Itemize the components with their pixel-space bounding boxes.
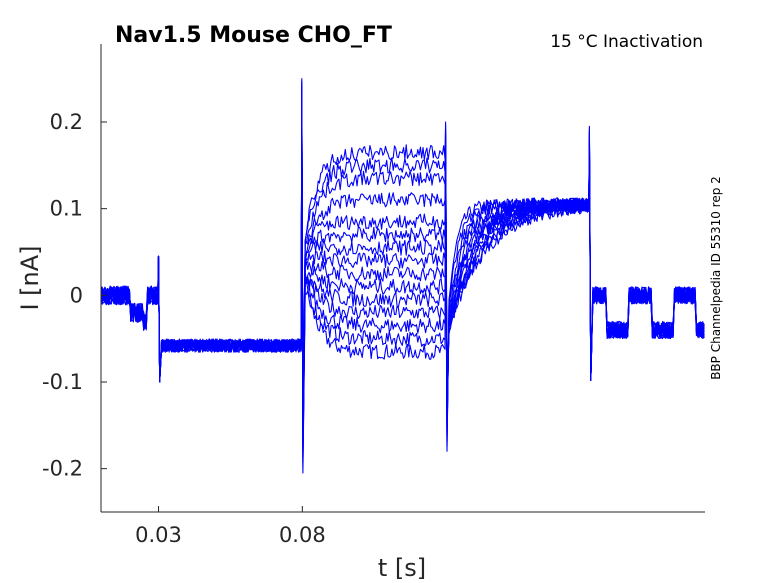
current-trace — [100, 89, 705, 428]
x-tick-label: 0.08 — [279, 523, 326, 547]
y-tick-label: 0.2 — [50, 110, 83, 134]
x-axis-label: t [s] — [378, 554, 426, 582]
y-tick-label: 0 — [70, 283, 83, 307]
current-trace — [100, 82, 705, 413]
ticks-group: 0.03 0.08 -0.2 -0.1 0 0.1 0.2 — [42, 110, 326, 547]
traces-group — [100, 78, 705, 474]
current-trace — [100, 103, 705, 459]
current-trace — [100, 78, 705, 403]
current-trace — [100, 92, 705, 433]
current-trace — [101, 96, 705, 444]
y-tick-label: 0.1 — [50, 197, 83, 221]
current-trace — [100, 94, 705, 439]
chart-title: Nav1.5 Mouse CHO_FT — [115, 23, 392, 48]
y-axis-label: I [nA] — [16, 245, 44, 310]
current-trace — [100, 87, 705, 423]
y-tick-label: -0.2 — [42, 457, 83, 481]
current-trace — [100, 85, 705, 418]
y-tick-label: -0.1 — [42, 370, 83, 394]
chart-subtitle: 15 °C Inactivation — [550, 32, 703, 52]
current-trace — [100, 108, 705, 469]
x-tick-label: 0.03 — [135, 523, 182, 547]
current-trace — [100, 80, 705, 408]
source-label: BBP Channelpedia ID 55310 rep 2 — [709, 176, 723, 380]
current-trace — [100, 110, 705, 474]
